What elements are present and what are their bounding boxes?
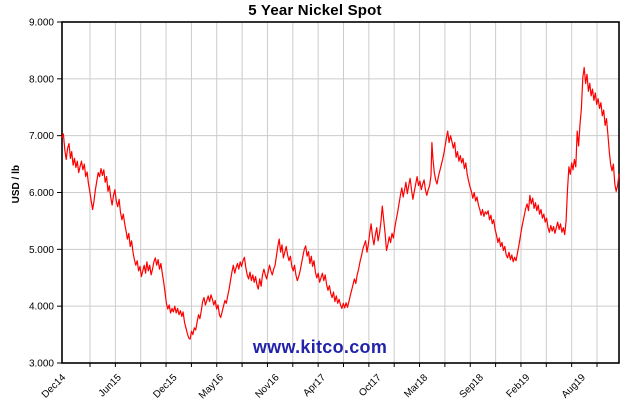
y-tick-label: 7.000 (29, 131, 54, 142)
y-axis-tick-labels: 9.000 8.000 7.000 6.000 5.000 4.000 3.000 (29, 18, 54, 370)
plot-border (61, 21, 620, 364)
y-axis-title: USD / lb (11, 165, 22, 204)
x-tick-label: May16 (197, 372, 226, 400)
y-tick-label: 5.000 (29, 245, 54, 256)
y-tick-label: 6.000 (29, 188, 54, 199)
x-tick-label: Aug19 (560, 372, 589, 400)
x-tick-label: Apr17 (301, 372, 328, 399)
kitco-watermark: www.kitco.com (252, 337, 388, 357)
y-tick-label: 3.000 (29, 359, 54, 370)
x-axis-tick-labels: Dec14 Jun15 Dec15 May16 Nov16 Apr17 Oct17 Mar18… (40, 372, 588, 400)
x-tick-label: Jun15 (97, 372, 124, 399)
x-tick-label: Feb19 (504, 372, 532, 400)
x-tick-label: Sep18 (458, 372, 487, 400)
axis-ticks (57, 21, 598, 367)
price-line (61, 66, 620, 340)
y-tick-label: 4.000 (29, 302, 54, 313)
x-tick-label: Dec15 (151, 372, 180, 400)
y-tick-label: 8.000 (29, 74, 54, 85)
y-tick-label: 9.000 (29, 18, 54, 29)
horizontal-gridlines (62, 78, 619, 307)
x-tick-label: Dec14 (40, 372, 69, 400)
x-tick-label: Nov16 (253, 372, 282, 400)
x-tick-label: Mar18 (402, 372, 430, 400)
chart-title: 5 Year Nickel Spot (248, 2, 382, 19)
x-tick-label: Oct17 (357, 372, 384, 399)
